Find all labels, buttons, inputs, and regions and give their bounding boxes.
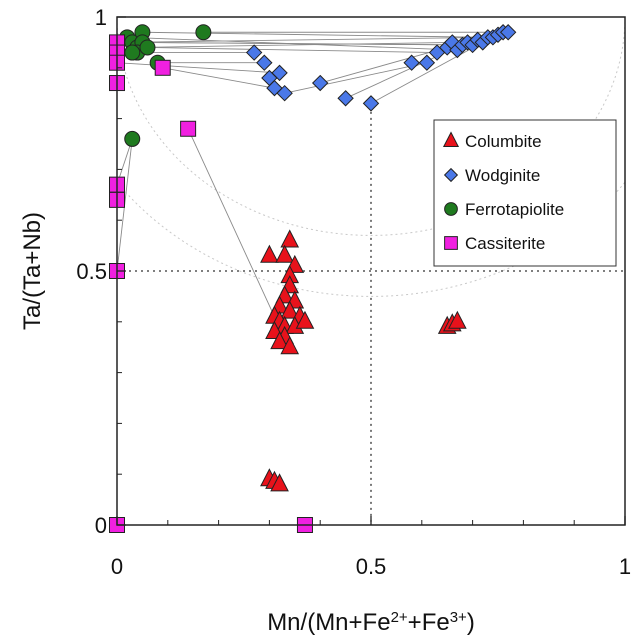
- tick-labels: 0 0.5 1 0 0.5 1: [76, 5, 631, 579]
- tie-line: [284, 62, 427, 94]
- x-tick-label: 0.5: [356, 554, 387, 579]
- columbite-point: [448, 310, 467, 329]
- legend-wodginite-label: Wodginite: [465, 166, 540, 185]
- wodginite-point: [362, 95, 380, 112]
- y-tick-label: 0: [95, 513, 107, 538]
- columbite-point: [260, 244, 279, 263]
- wodginite-point: [499, 24, 517, 41]
- cassiterite-point: [154, 59, 171, 76]
- ferrotapiolite-point: [124, 130, 141, 147]
- tie-lines: [116, 31, 509, 317]
- tie-line: [187, 128, 275, 317]
- tie-line: [370, 42, 483, 104]
- x-tick-label: 1: [619, 554, 631, 579]
- legend-columbite-label: Columbite: [465, 132, 542, 151]
- data-points: [109, 24, 517, 533]
- background-arc-1: [117, 17, 625, 236]
- cassiterite-point: [180, 120, 197, 137]
- wodginite-point: [245, 44, 263, 61]
- wodginite-point: [337, 90, 354, 107]
- wodginite-point: [403, 54, 420, 71]
- legend-cassiterite-marker: [444, 236, 458, 250]
- columbite-point: [280, 229, 300, 248]
- y-tick-label: 1: [95, 5, 107, 30]
- tie-line: [116, 36, 493, 43]
- x-tick-label: 0: [111, 554, 123, 579]
- y-axis-title: Ta/(Ta+Nb): [19, 212, 46, 330]
- legend-cassiterite-label: Cassiterite: [465, 234, 545, 253]
- tie-line: [320, 47, 448, 84]
- ferrotapiolite-point: [195, 24, 212, 41]
- tie-line: [162, 67, 275, 89]
- wodginite-point: [276, 84, 293, 102]
- axis-ticks: [116, 16, 626, 526]
- legend-wodginite-marker: [443, 167, 459, 183]
- wodginite-point: [418, 54, 436, 71]
- reference-lines: [117, 105, 625, 525]
- columbite-point: [270, 331, 289, 350]
- tie-line: [142, 31, 488, 38]
- background-arcs: [117, 17, 625, 297]
- tie-line: [147, 47, 438, 54]
- tie-line: [142, 41, 463, 46]
- columbite-point: [275, 244, 294, 263]
- wodginite-point: [256, 54, 273, 71]
- legend-ferrotapiolite-marker: [444, 202, 458, 216]
- ferrotapiolite-point: [139, 39, 156, 56]
- legend: Columbite Wodginite Ferrotapiolite Cassiter…: [433, 119, 617, 267]
- ferrotapiolite-point: [124, 44, 141, 61]
- wodginite-point: [311, 74, 329, 92]
- legend-box: [433, 119, 617, 267]
- columbite-point: [280, 336, 300, 355]
- legend-columbite-marker: [442, 131, 460, 148]
- x-axis-title: Mn/(Mn+Fe2++Fe3+): [267, 609, 475, 637]
- y-tick-label: 0.5: [76, 259, 107, 284]
- columbite-point: [270, 473, 289, 492]
- legend-ferrotapiolite-label: Ferrotapiolite: [465, 200, 564, 219]
- tie-line: [137, 41, 453, 48]
- columbite-point: [295, 310, 315, 329]
- tie-line: [116, 62, 280, 74]
- columbite-point: [280, 300, 300, 319]
- wodginite-point: [271, 64, 288, 82]
